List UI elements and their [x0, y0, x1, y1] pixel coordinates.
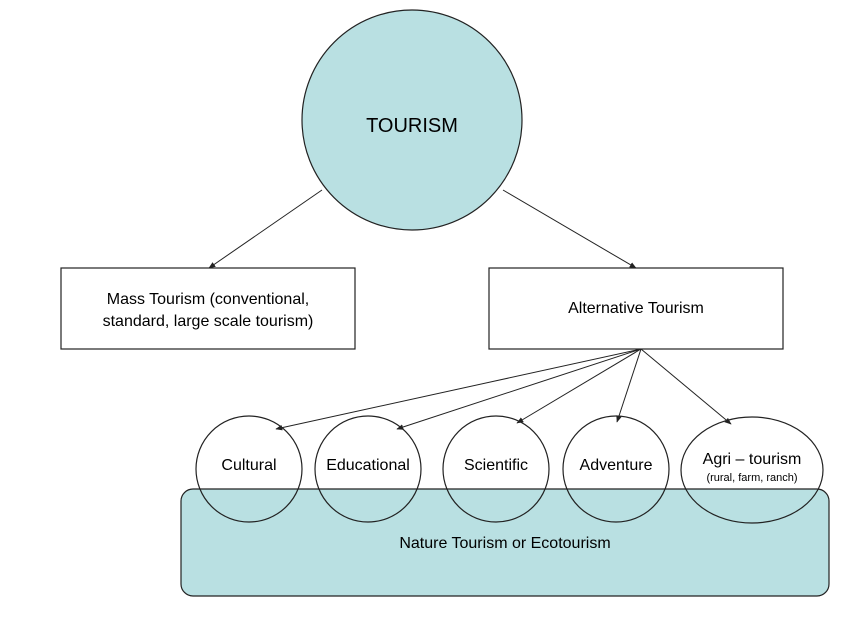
- mass-tourism-label-line2: standard, large scale tourism): [103, 313, 314, 330]
- cultural-label: Cultural: [221, 457, 276, 474]
- cultural-circle: [195, 415, 303, 523]
- arrow-alt-to-cultural: [275, 348, 642, 431]
- educational-label: Educational: [326, 457, 410, 474]
- educational-circle: [314, 415, 422, 523]
- scientific-circle: [442, 415, 550, 523]
- alternative-tourism-label: Alternative Tourism: [568, 300, 704, 317]
- arrow-alt-to-agri: [640, 348, 732, 425]
- scientific-label: Scientific: [464, 457, 528, 474]
- mass-tourism-box: [60, 267, 356, 350]
- arrow-root-to-mass: [208, 189, 323, 269]
- agri-tourism-ellipse: [680, 416, 824, 524]
- adventure-circle: [562, 415, 670, 523]
- tourism-root-label: TOURISM: [366, 115, 458, 137]
- arrow-alt-to-adventure: [616, 348, 642, 423]
- nature-tourism-label: Nature Tourism or Ecotourism: [399, 535, 610, 552]
- agri-tourism-sublabel: (rural, farm, ranch): [706, 472, 797, 484]
- alternative-tourism-box: [488, 267, 784, 350]
- mass-tourism-label-line1: Mass Tourism (conventional,: [107, 291, 309, 308]
- arrow-root-to-alternative: [502, 189, 637, 269]
- agri-tourism-label: Agri – tourism: [703, 451, 802, 468]
- adventure-label: Adventure: [580, 457, 653, 474]
- arrow-alt-to-scientific: [516, 348, 642, 424]
- tourism-root-circle: [301, 9, 523, 231]
- arrow-alt-to-educational: [396, 348, 642, 430]
